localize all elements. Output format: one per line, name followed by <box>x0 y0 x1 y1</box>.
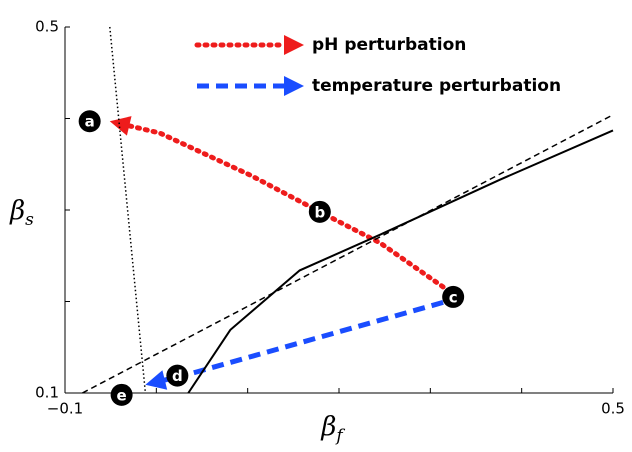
y-tick-label: 0.1 <box>35 384 59 402</box>
point-marker <box>78 110 101 133</box>
point-label: b <box>314 203 325 221</box>
y-axis-label: βs <box>9 196 34 230</box>
legend-label: pH perturbation <box>312 35 466 55</box>
point-label: c <box>449 288 458 306</box>
x-tick-label: 0.5 <box>601 400 625 418</box>
arrow-head <box>145 370 168 390</box>
legend-arrow <box>284 35 304 55</box>
series-line <box>160 299 444 384</box>
series-line <box>82 114 614 394</box>
series-line <box>187 129 614 394</box>
y-tick-label: 0.5 <box>35 18 59 36</box>
x-axis-symbol: β <box>320 412 336 442</box>
point-marker <box>110 383 133 406</box>
x-axis-subscript: f <box>334 426 345 446</box>
y-axis-subscript: s <box>25 210 34 230</box>
point-marker <box>442 285 465 308</box>
point-marker <box>166 364 189 387</box>
x-axis-label: βf <box>320 412 345 446</box>
y-axis-symbol: β <box>9 196 25 226</box>
point-label: d <box>172 367 183 385</box>
x-tick-label: −0.1 <box>47 400 83 418</box>
point-marker <box>308 200 331 223</box>
point-label: a <box>85 113 95 131</box>
series-line <box>109 26 147 394</box>
series-line <box>122 122 446 290</box>
point-label: e <box>117 386 127 404</box>
legend-arrow <box>284 76 304 96</box>
arrow-head <box>109 116 132 136</box>
legend-label: temperature perturbation <box>312 76 561 96</box>
